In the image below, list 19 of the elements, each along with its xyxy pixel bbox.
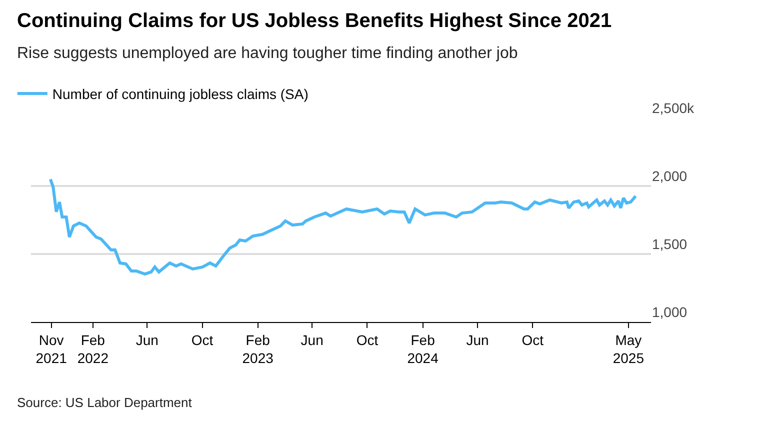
x-tick-label: Feb 2023	[242, 332, 274, 366]
x-tick-label: May 2025	[612, 332, 644, 366]
y-tick-label: 2,500k	[652, 100, 696, 116]
legend-label: Number of continuing jobless claims (SA)	[52, 86, 308, 102]
chart-subtitle: Rise suggests unemployed are having tougher time finding another job	[17, 45, 518, 62]
x-tick-label: Jun	[136, 332, 158, 348]
y-tick-label: 1,000	[652, 304, 688, 320]
y-tick-label: 2,000	[652, 168, 688, 184]
y-tick-label: 1,500	[652, 236, 688, 252]
x-tick-label: Jun	[300, 332, 324, 348]
x-tick-label: Jun	[466, 332, 489, 348]
x-tick-label: Oct	[522, 332, 544, 348]
x-tick-label: Oct	[356, 332, 378, 348]
chart-title: Continuing Claims for US Jobless Benefits Highest Since 2021	[17, 10, 612, 32]
x-tick-label: Oct	[191, 332, 214, 348]
x-tick-label: Feb 2022	[77, 332, 109, 366]
x-tick-label: Feb 2024	[407, 332, 439, 366]
source-note: Source: US Labor Department	[17, 395, 192, 410]
x-tick-label: Nov 2021	[36, 332, 68, 366]
